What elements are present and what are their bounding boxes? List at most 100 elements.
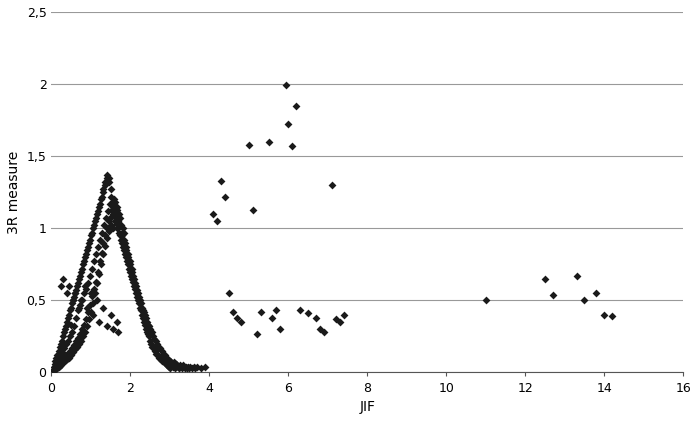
Point [64, 354, 75, 361]
Point [95, 196, 106, 203]
Point [101, 235, 112, 242]
Point [67, 329, 78, 336]
Point [208, 210, 219, 217]
Point [120, 244, 131, 250]
Point [77, 297, 88, 304]
Point [99, 181, 110, 188]
Point [75, 337, 87, 344]
Point [103, 228, 114, 234]
X-axis label: JIF: JIF [359, 400, 376, 414]
Point [188, 363, 199, 370]
Point [80, 282, 91, 289]
Point [76, 326, 87, 333]
Point [73, 304, 84, 311]
Point [58, 359, 69, 366]
Point [143, 333, 154, 340]
Point [130, 285, 141, 292]
Point [149, 336, 160, 343]
Point [61, 340, 72, 347]
Point [136, 300, 147, 306]
Point [47, 366, 59, 373]
Point [151, 340, 163, 347]
Point [51, 354, 62, 361]
Point [59, 344, 70, 351]
Point [52, 365, 63, 371]
Point [73, 275, 84, 282]
Point [126, 272, 137, 279]
Point [607, 313, 618, 320]
Point [137, 312, 148, 318]
Point [330, 316, 341, 322]
Point [134, 294, 145, 301]
Point [94, 258, 105, 265]
Point [97, 189, 108, 196]
Point [172, 363, 184, 370]
Point [58, 333, 69, 340]
Point [81, 323, 92, 330]
Point [127, 275, 138, 282]
Point [121, 258, 133, 265]
Point [243, 141, 254, 148]
Point [540, 275, 551, 282]
Point [91, 297, 103, 304]
Point [179, 365, 191, 371]
Point [66, 300, 77, 306]
Point [113, 329, 124, 336]
Point [216, 177, 227, 184]
Point [94, 200, 105, 207]
Point [96, 193, 107, 200]
Point [165, 359, 176, 366]
Point [80, 316, 91, 322]
Point [287, 143, 298, 149]
Point [102, 225, 113, 232]
Point [151, 350, 162, 357]
Point [138, 307, 149, 314]
Point [283, 121, 294, 128]
Point [338, 312, 349, 318]
Point [102, 171, 113, 178]
Point [128, 272, 139, 279]
Point [59, 357, 70, 364]
Point [155, 356, 166, 363]
Point [85, 309, 96, 315]
Point [94, 237, 105, 243]
Point [68, 342, 80, 349]
Point [480, 297, 491, 304]
Point [599, 312, 610, 318]
Point [117, 232, 128, 239]
Point [122, 251, 133, 258]
Point [170, 365, 181, 371]
Point [275, 326, 286, 333]
Point [147, 333, 158, 340]
Point [128, 282, 140, 289]
Point [181, 365, 193, 371]
Point [75, 301, 86, 308]
Point [118, 237, 129, 243]
Point [96, 249, 107, 256]
Point [119, 251, 131, 258]
Point [176, 365, 187, 371]
Point [80, 254, 91, 261]
Point [111, 221, 122, 227]
Point [196, 365, 207, 371]
Point [75, 268, 87, 275]
Point [128, 278, 139, 285]
Point [54, 347, 65, 354]
Point [89, 258, 100, 265]
Point [88, 222, 99, 229]
Point [137, 304, 148, 311]
Point [290, 102, 302, 109]
Point [156, 347, 168, 354]
Point [114, 210, 125, 217]
Point [152, 343, 163, 350]
Point [140, 322, 151, 328]
Point [84, 301, 95, 308]
Point [97, 251, 108, 258]
Point [104, 200, 115, 207]
Point [100, 179, 111, 186]
Point [106, 193, 117, 200]
Point [57, 337, 68, 344]
Point [75, 297, 87, 304]
Point [140, 314, 151, 321]
Point [83, 316, 94, 322]
